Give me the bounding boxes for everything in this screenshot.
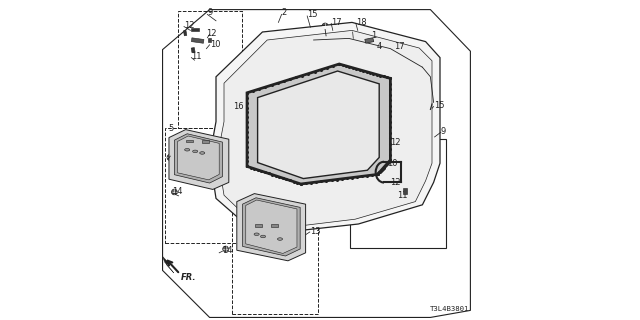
Text: 13: 13: [310, 227, 321, 236]
Text: 14: 14: [172, 188, 182, 196]
Circle shape: [322, 23, 328, 29]
Polygon shape: [174, 134, 223, 183]
Ellipse shape: [254, 233, 259, 236]
Text: 9: 9: [207, 8, 212, 17]
Polygon shape: [246, 200, 297, 253]
Circle shape: [404, 180, 410, 185]
Circle shape: [387, 76, 393, 82]
Ellipse shape: [200, 152, 205, 154]
Text: 6: 6: [184, 148, 189, 157]
Bar: [403, 188, 407, 194]
Bar: [232, 192, 319, 314]
Ellipse shape: [394, 52, 412, 63]
Ellipse shape: [412, 145, 420, 149]
Bar: [208, 38, 211, 42]
Bar: [191, 28, 198, 31]
Ellipse shape: [193, 150, 198, 153]
Text: 18: 18: [356, 18, 367, 27]
Polygon shape: [169, 130, 229, 189]
Polygon shape: [178, 136, 219, 180]
Circle shape: [223, 246, 228, 252]
Text: 3: 3: [249, 90, 254, 99]
Text: 12: 12: [206, 29, 217, 38]
Circle shape: [383, 43, 388, 48]
Text: 12: 12: [390, 138, 400, 147]
Circle shape: [403, 143, 408, 148]
Text: 6: 6: [253, 235, 258, 244]
Ellipse shape: [426, 106, 435, 113]
Circle shape: [401, 162, 405, 166]
Ellipse shape: [396, 117, 411, 126]
Text: 10: 10: [387, 159, 397, 168]
Circle shape: [328, 27, 333, 32]
Text: 6: 6: [281, 239, 286, 248]
Text: 16: 16: [233, 102, 243, 111]
Bar: [255, 224, 262, 227]
Ellipse shape: [350, 194, 367, 203]
Ellipse shape: [224, 87, 237, 92]
Text: FR.: FR.: [181, 273, 196, 282]
Text: 5: 5: [168, 124, 173, 132]
Text: 15: 15: [434, 101, 444, 110]
Text: 2: 2: [282, 8, 287, 17]
Bar: [186, 140, 193, 142]
Circle shape: [375, 170, 380, 176]
Ellipse shape: [220, 84, 241, 95]
Text: 4: 4: [377, 42, 382, 51]
Polygon shape: [243, 198, 300, 256]
Text: 17: 17: [394, 42, 404, 51]
Polygon shape: [237, 194, 306, 261]
Ellipse shape: [399, 119, 408, 124]
Ellipse shape: [418, 98, 433, 107]
Text: 9: 9: [441, 127, 446, 136]
Circle shape: [338, 62, 344, 68]
Circle shape: [244, 163, 250, 169]
Circle shape: [368, 39, 372, 43]
Text: 7: 7: [186, 140, 191, 149]
Bar: [165, 128, 242, 243]
Circle shape: [250, 90, 256, 96]
Ellipse shape: [239, 103, 244, 108]
Text: 8: 8: [273, 227, 278, 236]
Ellipse shape: [398, 55, 408, 60]
Text: 14: 14: [223, 246, 233, 255]
Text: 10: 10: [210, 40, 220, 49]
Ellipse shape: [278, 238, 283, 240]
Text: 12: 12: [184, 21, 195, 30]
Circle shape: [172, 189, 177, 195]
Text: 11: 11: [397, 191, 407, 200]
Polygon shape: [210, 22, 440, 230]
Circle shape: [300, 180, 305, 186]
Ellipse shape: [260, 235, 266, 238]
Text: 17: 17: [332, 18, 342, 27]
Text: 12: 12: [390, 178, 400, 187]
Text: 1: 1: [371, 31, 376, 40]
Polygon shape: [365, 38, 374, 43]
Bar: [351, 139, 447, 248]
Bar: [191, 47, 195, 53]
Text: 15: 15: [307, 10, 317, 19]
Circle shape: [350, 27, 355, 32]
Polygon shape: [163, 256, 174, 273]
Bar: [191, 38, 204, 43]
Ellipse shape: [409, 143, 423, 151]
Text: 6: 6: [200, 154, 205, 163]
Ellipse shape: [420, 100, 431, 105]
Polygon shape: [247, 64, 390, 184]
Text: 7: 7: [255, 226, 260, 235]
Text: 8: 8: [204, 140, 209, 149]
Circle shape: [167, 154, 173, 161]
Ellipse shape: [309, 198, 324, 205]
Bar: [202, 140, 209, 143]
Polygon shape: [258, 71, 380, 179]
Polygon shape: [218, 30, 432, 226]
Circle shape: [387, 157, 393, 163]
Bar: [184, 30, 187, 36]
Ellipse shape: [184, 148, 189, 151]
Bar: [271, 224, 278, 227]
Circle shape: [244, 91, 250, 96]
Text: T3L4B3801: T3L4B3801: [429, 306, 468, 312]
Text: 11: 11: [191, 52, 202, 61]
Bar: [178, 11, 242, 128]
